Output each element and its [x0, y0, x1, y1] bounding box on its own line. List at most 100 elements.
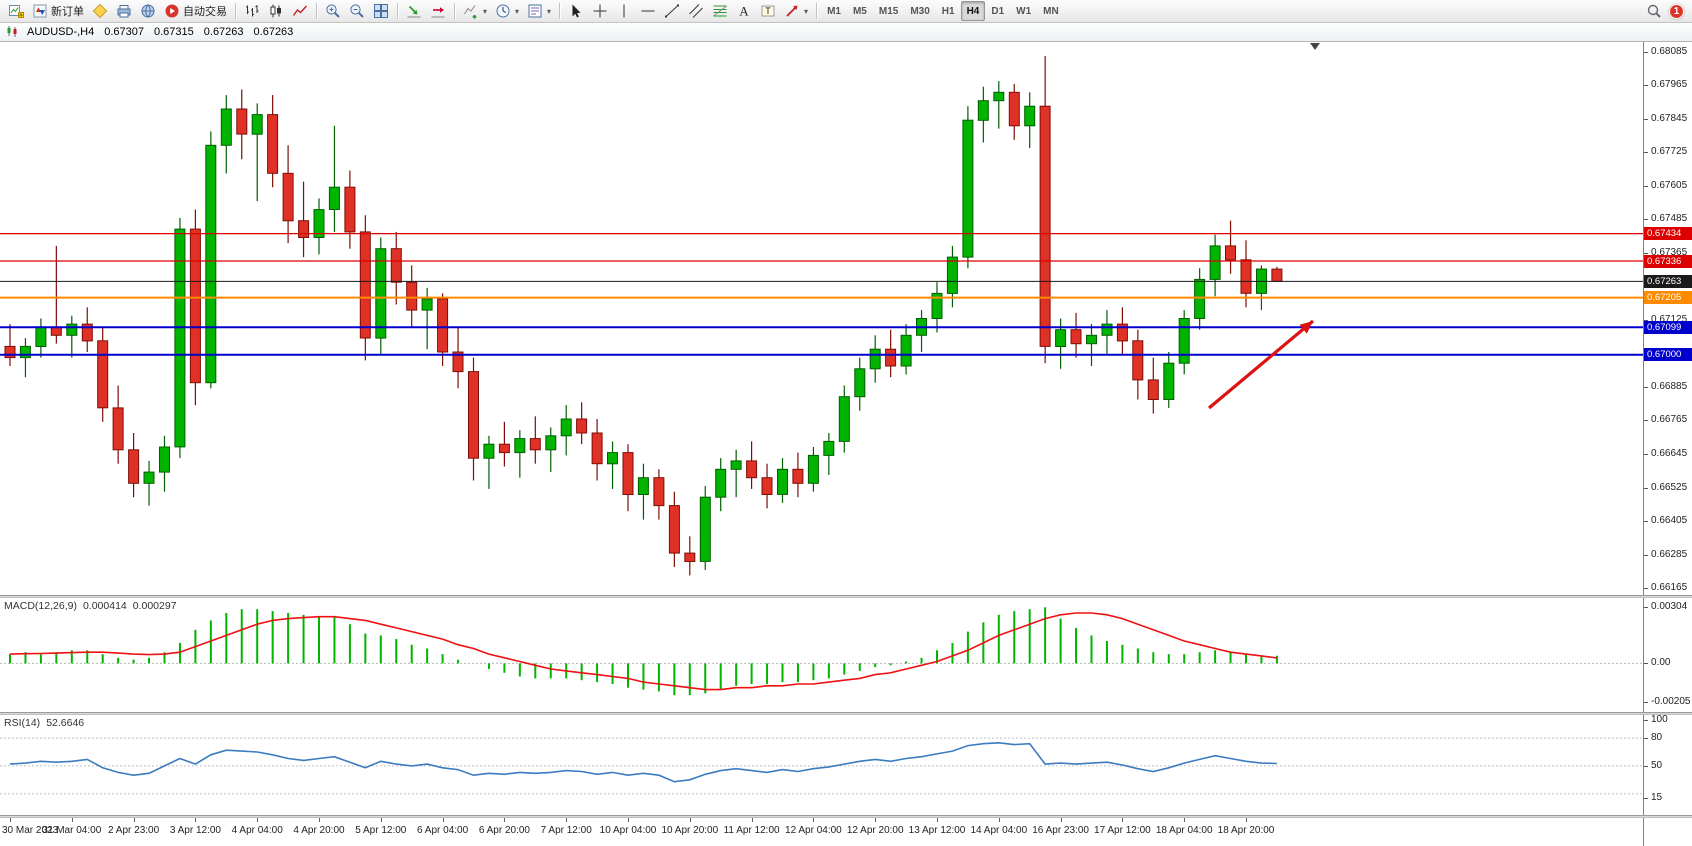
candle	[931, 282, 943, 333]
dropdown-caret-icon[interactable]: ▾	[804, 6, 809, 16]
equidistant-channel-button[interactable]	[684, 1, 708, 21]
candle	[359, 215, 371, 361]
text-button[interactable]: A	[732, 1, 756, 21]
history-center-button[interactable]	[136, 1, 160, 21]
bars-chart-icon	[246, 5, 259, 17]
tf-h1-label: H1	[941, 5, 955, 17]
rsi-pane[interactable]: RSI(14) 52.6646	[0, 715, 1643, 815]
candle-body	[19, 345, 31, 359]
arrows-button[interactable]: ▾	[780, 1, 812, 21]
candle-body	[483, 443, 495, 459]
axis-tick-mark	[1644, 798, 1648, 800]
candle-body	[406, 281, 418, 311]
candle-body	[205, 144, 217, 384]
trendline-button[interactable]	[660, 1, 684, 21]
tf-w1-button[interactable]: W1	[1010, 1, 1037, 21]
dropdown-caret-icon[interactable]: ▾	[515, 6, 520, 16]
templates-button[interactable]: ▾	[523, 1, 555, 21]
candle-body	[637, 477, 649, 496]
candle	[1024, 92, 1036, 149]
metaeditor-button[interactable]	[88, 1, 112, 21]
chart-shift-marker[interactable]	[1310, 43, 1320, 50]
price-line-label: 0.67205	[1644, 291, 1692, 305]
pane-separator-rsi[interactable]	[0, 712, 1692, 715]
autotrading-button[interactable]: 自动交易	[160, 1, 231, 21]
candle	[977, 86, 989, 143]
chart-title-bar[interactable]: AUDUSD-,H4 0.67307 0.67315 0.67263 0.672…	[0, 23, 1692, 42]
tf-m15-button[interactable]: M15	[873, 1, 904, 21]
fibonacci-button[interactable]	[708, 1, 732, 21]
price-axis[interactable]: 0.68085 0.67965 0.67845 0.67725 0.67605 0.674…	[1643, 42, 1692, 846]
candle-body	[251, 114, 263, 135]
zoom-in-button[interactable]	[321, 1, 345, 21]
trendline-icon	[665, 4, 680, 18]
time-axis-label: 10 Apr 04:00	[599, 825, 657, 836]
tf-m1-button[interactable]: M1	[821, 1, 847, 21]
dropdown-caret-icon[interactable]: ▾	[547, 6, 552, 16]
tf-h4-button[interactable]: H4	[960, 1, 986, 21]
tf-d1-button[interactable]: D1	[985, 1, 1010, 21]
bar-chart-mode-button[interactable]	[240, 1, 264, 21]
tf-m30-button[interactable]: M30	[904, 1, 935, 21]
macd-pane[interactable]: MACD(12,26,9) 0.000414 0.000297	[0, 598, 1643, 712]
horizontal-line-button[interactable]	[636, 1, 660, 21]
time-tick-mark	[504, 818, 506, 822]
zoom-out-button[interactable]	[345, 1, 369, 21]
crosshair-icon	[593, 4, 607, 18]
notification-badge[interactable]: 1	[1669, 3, 1684, 19]
candle-body	[684, 552, 696, 563]
periods-icon	[496, 4, 510, 18]
price-tick-label: 0.67605	[1651, 179, 1688, 191]
time-tick-mark	[875, 818, 877, 822]
arrow-annotation-head[interactable]	[1299, 321, 1314, 334]
arrow-annotation-line[interactable]	[1207, 319, 1315, 410]
auto-scroll-button[interactable]	[402, 1, 426, 21]
candle-body	[4, 345, 16, 359]
dropdown-caret-icon[interactable]: ▾	[483, 6, 488, 16]
candlestick-mode-button[interactable]	[264, 1, 288, 21]
tf-w1-label: W1	[1016, 5, 1032, 17]
periods-button[interactable]: ▾	[491, 1, 523, 21]
candle-body	[452, 351, 464, 373]
chart-window-icon[interactable]	[5, 24, 21, 40]
print-button[interactable]	[112, 1, 136, 21]
tile-windows-button[interactable]	[369, 1, 393, 21]
axis-tick-mark	[1644, 420, 1648, 422]
vertical-line-button[interactable]	[612, 1, 636, 21]
indicators-button[interactable]: ▾	[459, 1, 491, 21]
candle	[1039, 56, 1051, 364]
candle	[993, 81, 1005, 129]
candle	[545, 427, 557, 473]
new-chart-button[interactable]	[4, 1, 28, 21]
time-axis-label: 2 Apr 23:00	[108, 825, 160, 836]
line-chart-mode-button[interactable]	[288, 1, 312, 21]
quote-low: 0.67263	[203, 26, 244, 38]
svg-text:A: A	[739, 4, 749, 19]
text-label-button[interactable]: T	[756, 1, 780, 21]
price-chart-pane[interactable]	[0, 42, 1643, 595]
line-chart-icon	[292, 5, 308, 16]
candle	[854, 357, 866, 411]
candle-body	[128, 449, 140, 484]
rsi-tick-label: 100	[1651, 713, 1668, 725]
cursor-button[interactable]	[564, 1, 588, 21]
chart-shift-button[interactable]	[426, 1, 450, 21]
candle-body	[1271, 268, 1283, 282]
pane-separator-macd[interactable]	[0, 595, 1692, 598]
crosshair-button[interactable]	[588, 1, 612, 21]
tf-m30-label: M30	[910, 5, 930, 17]
candle	[159, 435, 170, 492]
tf-h1-button[interactable]: H1	[936, 1, 961, 21]
macd-value-signal: 0.000297	[132, 600, 177, 612]
tf-mn-button[interactable]: MN	[1037, 1, 1065, 21]
candle-body	[1070, 329, 1082, 345]
candle	[406, 265, 418, 327]
new-order-button[interactable]: 新订单	[28, 1, 88, 21]
axis-tick-mark	[1644, 152, 1648, 154]
tf-m5-button[interactable]: M5	[847, 1, 873, 21]
axis-tick-mark	[1644, 185, 1648, 187]
axis-tick-mark	[1644, 487, 1648, 489]
time-axis-label: 14 Apr 04:00	[970, 825, 1028, 836]
time-axis[interactable]: 30 Mar 2023 31 Mar 04:00 2 Apr 23:00 3 Apr …	[0, 818, 1643, 846]
search-icon[interactable]	[1646, 3, 1662, 19]
